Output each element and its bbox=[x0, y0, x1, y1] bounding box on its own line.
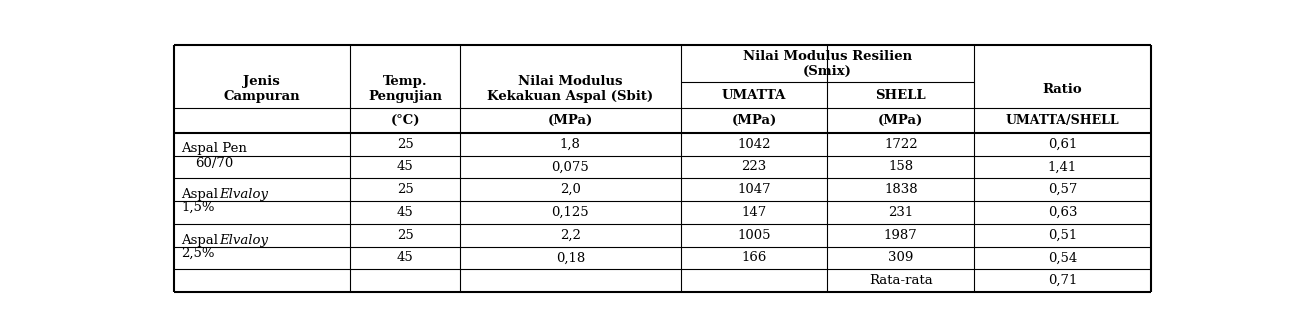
Text: 1,5%: 1,5% bbox=[181, 201, 214, 214]
Text: 0,51: 0,51 bbox=[1048, 229, 1078, 242]
Text: 45: 45 bbox=[397, 252, 413, 265]
Text: Temp.
Pengujian: Temp. Pengujian bbox=[368, 75, 442, 103]
Text: 1047: 1047 bbox=[738, 183, 771, 196]
Text: 0,63: 0,63 bbox=[1048, 206, 1078, 219]
Text: Rata-rata: Rata-rata bbox=[870, 274, 933, 287]
Text: UMATTA: UMATTA bbox=[722, 89, 787, 102]
Text: Ratio: Ratio bbox=[1043, 82, 1083, 96]
Text: Elvaloy: Elvaloy bbox=[220, 188, 269, 201]
Text: Nilai Modulus
Kekakuan Aspal (Sbit): Nilai Modulus Kekakuan Aspal (Sbit) bbox=[487, 75, 654, 103]
Text: 2,2: 2,2 bbox=[559, 229, 580, 242]
Text: 158: 158 bbox=[888, 161, 913, 173]
Text: UMATTA/SHELL: UMATTA/SHELL bbox=[1005, 114, 1119, 127]
Text: 0,125: 0,125 bbox=[552, 206, 589, 219]
Text: 2,0: 2,0 bbox=[559, 183, 580, 196]
Text: (MPa): (MPa) bbox=[548, 114, 593, 127]
Text: SHELL: SHELL bbox=[876, 89, 926, 102]
Text: 2,5%: 2,5% bbox=[181, 246, 214, 260]
Text: 1,41: 1,41 bbox=[1048, 161, 1078, 173]
Text: 25: 25 bbox=[397, 183, 413, 196]
Text: (°C): (°C) bbox=[390, 114, 420, 127]
Text: 1005: 1005 bbox=[738, 229, 771, 242]
Text: 45: 45 bbox=[397, 161, 413, 173]
Text: Jenis
Campuran: Jenis Campuran bbox=[224, 75, 300, 103]
Text: 25: 25 bbox=[397, 229, 413, 242]
Text: 1987: 1987 bbox=[884, 229, 917, 242]
Text: Nilai Modulus Resilien
(Smix): Nilai Modulus Resilien (Smix) bbox=[743, 50, 912, 77]
Text: Elvaloy: Elvaloy bbox=[220, 234, 269, 247]
Text: 223: 223 bbox=[742, 161, 766, 173]
Text: 1838: 1838 bbox=[884, 183, 917, 196]
Text: 147: 147 bbox=[742, 206, 766, 219]
Text: 0,54: 0,54 bbox=[1048, 252, 1078, 265]
Text: (MPa): (MPa) bbox=[879, 114, 924, 127]
Text: 231: 231 bbox=[888, 206, 913, 219]
Text: (MPa): (MPa) bbox=[731, 114, 776, 127]
Text: 0,57: 0,57 bbox=[1048, 183, 1078, 196]
Text: 1,8: 1,8 bbox=[559, 138, 580, 151]
Text: Aspal: Aspal bbox=[181, 188, 222, 201]
Text: 1042: 1042 bbox=[738, 138, 771, 151]
Text: 309: 309 bbox=[888, 252, 913, 265]
Text: Aspal Pen
60/70: Aspal Pen 60/70 bbox=[181, 142, 247, 170]
Text: 0,075: 0,075 bbox=[552, 161, 589, 173]
Text: Aspal: Aspal bbox=[181, 234, 222, 247]
Text: 0,71: 0,71 bbox=[1048, 274, 1078, 287]
Text: 0,61: 0,61 bbox=[1048, 138, 1078, 151]
Text: 25: 25 bbox=[397, 138, 413, 151]
Text: 0,18: 0,18 bbox=[556, 252, 585, 265]
Text: 45: 45 bbox=[397, 206, 413, 219]
Text: 1722: 1722 bbox=[884, 138, 917, 151]
Text: 166: 166 bbox=[742, 252, 766, 265]
